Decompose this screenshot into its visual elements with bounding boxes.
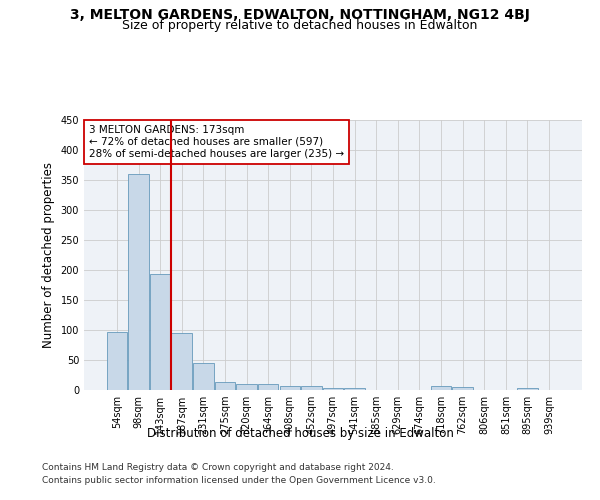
Bar (344, 388, 365, 390)
Bar (193, 363, 214, 390)
Bar (128, 174, 149, 390)
Text: Contains public sector information licensed under the Open Government Licence v3: Contains public sector information licen… (42, 476, 436, 485)
Bar (150, 274, 170, 390)
Text: 3, MELTON GARDENS, EDWALTON, NOTTINGHAM, NG12 4BJ: 3, MELTON GARDENS, EDWALTON, NOTTINGHAM,… (70, 8, 530, 22)
Text: Distribution of detached houses by size in Edwalton: Distribution of detached houses by size … (146, 428, 454, 440)
Text: Contains HM Land Registry data © Crown copyright and database right 2024.: Contains HM Land Registry data © Crown c… (42, 462, 394, 471)
Bar (452, 387, 473, 390)
Bar (517, 388, 538, 390)
Text: Size of property relative to detached houses in Edwalton: Size of property relative to detached ho… (122, 18, 478, 32)
Bar (172, 333, 192, 390)
Bar (107, 332, 127, 390)
Y-axis label: Number of detached properties: Number of detached properties (42, 162, 55, 348)
Bar (258, 384, 278, 390)
Bar (323, 388, 343, 390)
Bar (280, 386, 300, 390)
Text: 3 MELTON GARDENS: 173sqm
← 72% of detached houses are smaller (597)
28% of semi-: 3 MELTON GARDENS: 173sqm ← 72% of detach… (89, 126, 344, 158)
Bar (215, 382, 235, 390)
Bar (431, 386, 451, 390)
Bar (236, 384, 257, 390)
Bar (301, 386, 322, 390)
